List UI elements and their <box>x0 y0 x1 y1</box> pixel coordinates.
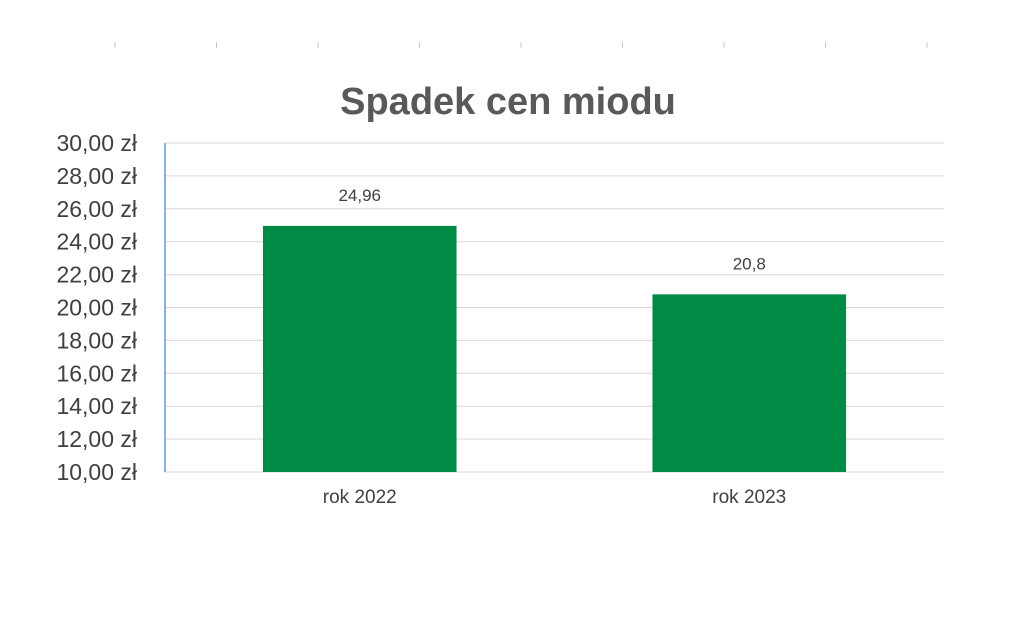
x-tick-label: rok 2022 <box>323 487 397 508</box>
y-tick-label: 10,00 zł <box>56 459 137 485</box>
y-tick-label: 24,00 zł <box>56 229 137 255</box>
x-tick-label: rok 2023 <box>712 487 786 508</box>
y-tick-label: 30,00 zł <box>56 130 137 156</box>
data-label: 24,96 <box>338 186 381 205</box>
y-tick-label: 18,00 zł <box>56 327 137 353</box>
bars <box>262 225 847 472</box>
y-tick-label: 16,00 zł <box>56 360 137 386</box>
y-axis-tick-labels: 10,00 zł 12,00 zł 14,00 zł 16,00 zł 18,00 zł… <box>56 130 137 485</box>
y-tick-label: 14,00 zł <box>56 393 137 419</box>
y-tick-label: 28,00 zł <box>56 163 137 189</box>
bar <box>262 225 457 472</box>
data-label: 20,8 <box>733 254 766 273</box>
bar <box>652 294 847 472</box>
y-tick-label: 26,00 zł <box>56 196 137 222</box>
y-tick-label: 20,00 zł <box>56 295 137 321</box>
x-axis-tick-labels: rok 2022 rok 2023 <box>323 487 786 508</box>
data-labels: 24,96 20,8 <box>338 186 765 273</box>
y-tick-label: 12,00 zł <box>56 426 137 452</box>
chart-title: Spadek cen miodu <box>340 81 676 123</box>
top-dash-row <box>114 42 928 48</box>
y-tick-label: 22,00 zł <box>56 262 137 288</box>
